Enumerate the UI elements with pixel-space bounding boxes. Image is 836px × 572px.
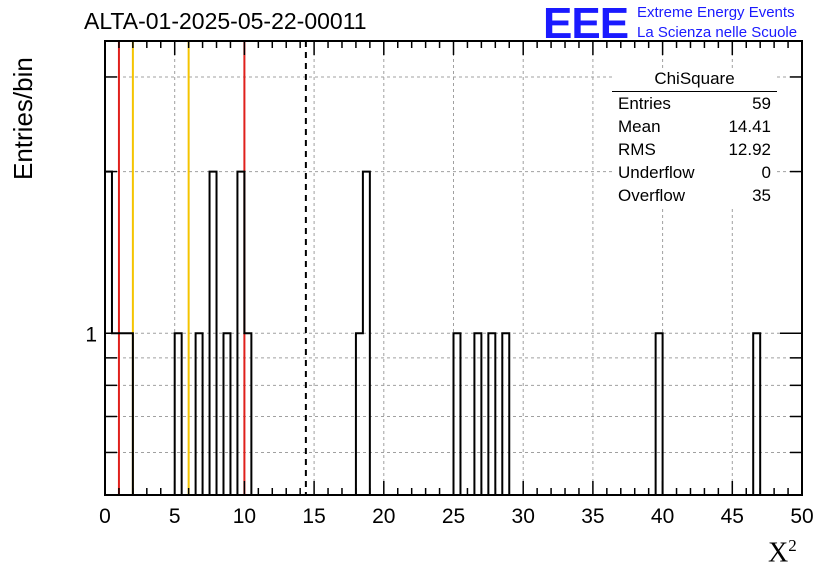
histogram-outline bbox=[104, 170, 802, 496]
logo-text-line2: La Scienza nelle Scuole bbox=[637, 24, 798, 41]
stats-label: RMS bbox=[618, 140, 656, 159]
axes bbox=[104, 40, 803, 496]
x-tick-label: 25 bbox=[442, 505, 465, 528]
stats-value: 12.92 bbox=[728, 140, 771, 159]
stats-label: Overflow bbox=[618, 186, 686, 205]
x-axis-label: X2 bbox=[768, 536, 797, 569]
x-axis-label-base: X bbox=[768, 537, 789, 569]
x-tick-label: 35 bbox=[581, 505, 604, 528]
x-tick-label: 5 bbox=[169, 505, 181, 528]
logo-text-line1: Extreme Energy Events bbox=[637, 4, 795, 21]
chart-title: ALTA-01-2025-05-22-00011 bbox=[84, 8, 367, 34]
x-tick-label: 30 bbox=[512, 505, 535, 528]
stats-value: 59 bbox=[752, 94, 771, 113]
stats-value: 14.41 bbox=[728, 117, 771, 136]
x-axis-label-superscript: 2 bbox=[788, 536, 797, 555]
stats-value: 0 bbox=[761, 163, 771, 182]
x-tick-label: 45 bbox=[721, 505, 744, 528]
tick-labels: 0 5 10 15 20 25 30 35 40 45 50 1 bbox=[85, 323, 813, 528]
x-tick-label: 40 bbox=[651, 505, 674, 528]
stats-row: Overflow 35 bbox=[612, 184, 777, 207]
stats-row: Mean 14.41 bbox=[612, 115, 777, 138]
y-axis-label: Entries/bin bbox=[8, 57, 38, 180]
x-tick-label: 0 bbox=[99, 505, 111, 528]
stats-row: RMS 12.92 bbox=[612, 138, 777, 161]
stats-row: Entries 59 bbox=[612, 92, 777, 115]
reference-lines bbox=[117, 41, 307, 495]
stats-label: Entries bbox=[618, 94, 671, 113]
x-tick-label: 10 bbox=[233, 505, 256, 528]
x-tick-label: 50 bbox=[790, 505, 813, 528]
stats-label: Underflow bbox=[618, 163, 695, 182]
stats-box: ChiSquare Entries 59 Mean 14.41 RMS 12.9… bbox=[612, 68, 777, 207]
stats-label: Mean bbox=[618, 117, 661, 136]
stats-title: ChiSquare bbox=[612, 68, 777, 92]
eee-logo-mark: EEE bbox=[543, 0, 629, 48]
stats-value: 35 bbox=[752, 186, 771, 205]
stats-row: Underflow 0 bbox=[612, 161, 777, 184]
x-tick-label: 15 bbox=[302, 505, 325, 528]
histogram-bars bbox=[104, 170, 802, 496]
y-tick-label: 1 bbox=[85, 323, 97, 346]
x-tick-label: 20 bbox=[372, 505, 395, 528]
